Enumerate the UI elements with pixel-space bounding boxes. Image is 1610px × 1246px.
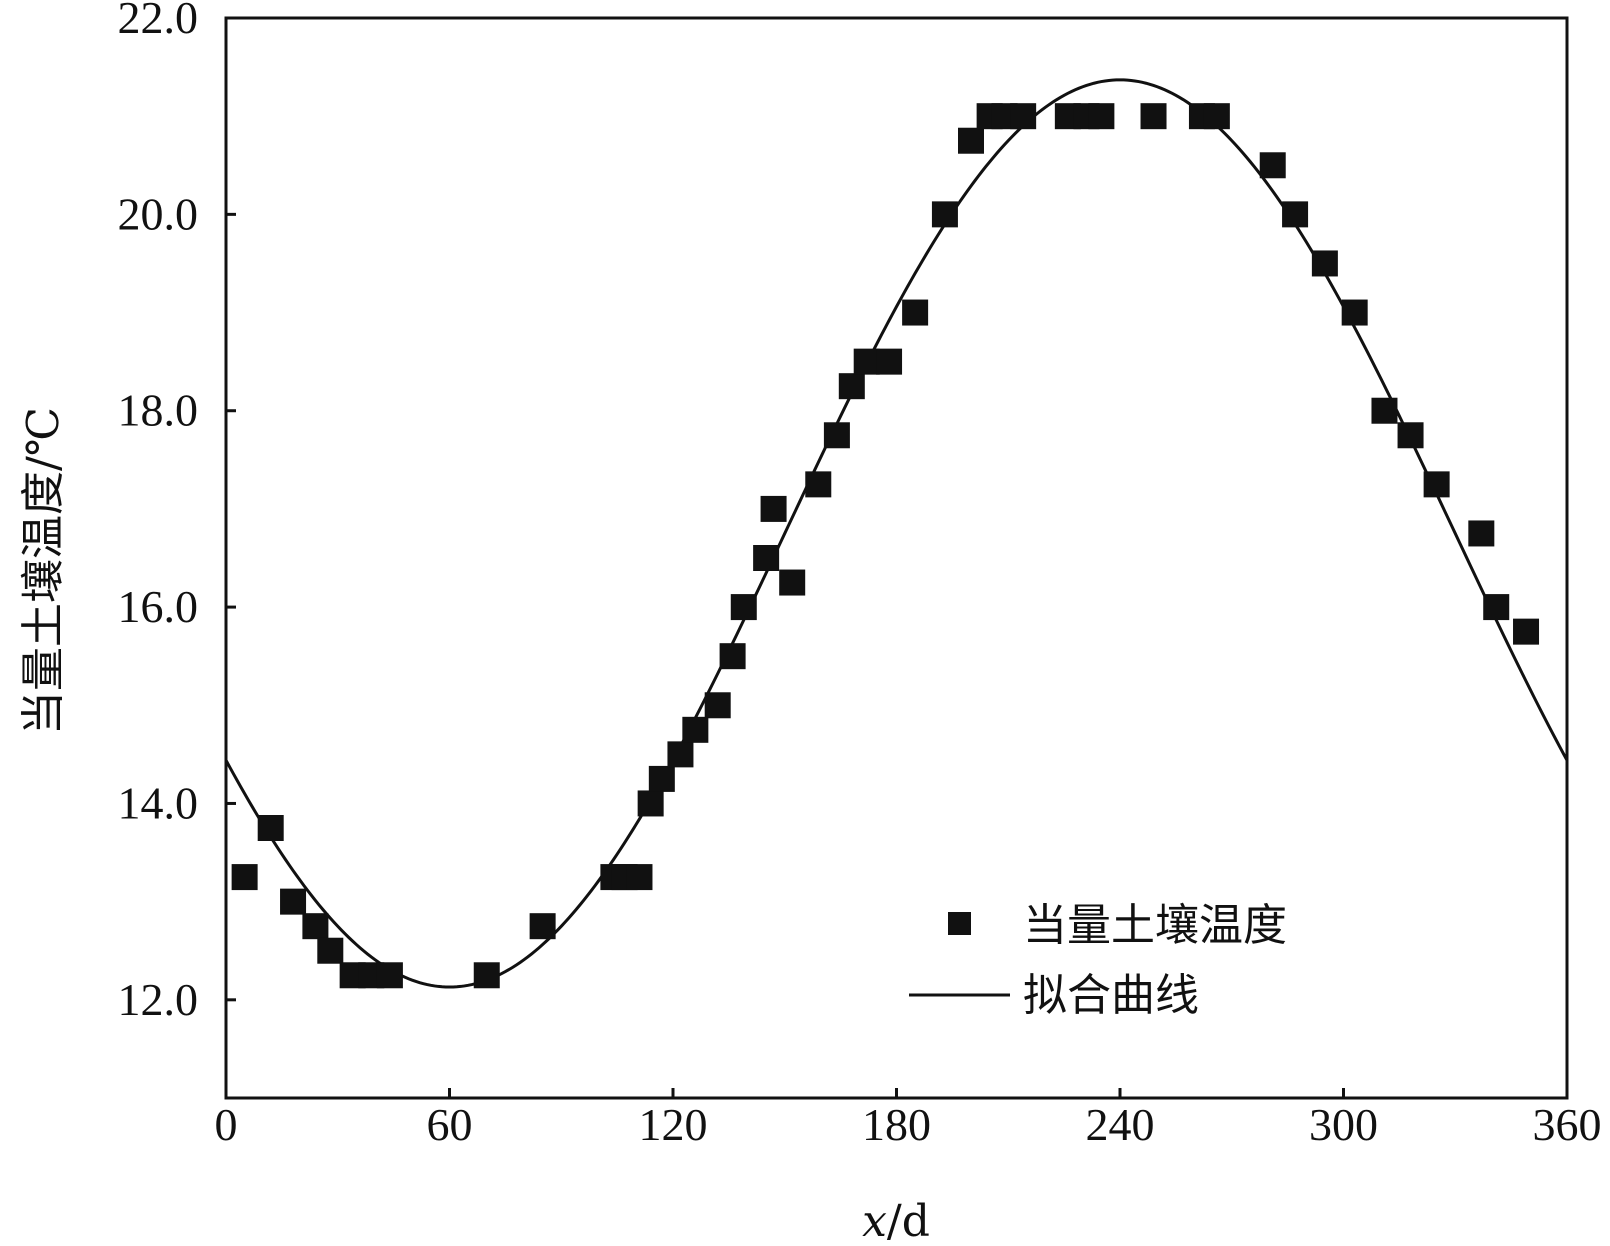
data-point [1423, 471, 1450, 498]
fit-curve [224, 78, 1569, 989]
x-tick-label: 180 [862, 1099, 931, 1150]
legend-marker-square [948, 912, 971, 935]
data-point [1140, 103, 1167, 130]
axis-ticks [224, 16, 1569, 1098]
data-point [1203, 103, 1230, 130]
x-axis-unit: /d [887, 1196, 930, 1246]
data-point [753, 545, 780, 571]
data-point [302, 913, 329, 940]
data-point [1259, 152, 1286, 179]
data-point [1341, 299, 1368, 326]
y-axis-title: 当量土壤温度/℃ [18, 407, 69, 735]
legend: 当量土壤温度 拟合曲线 [909, 900, 1287, 1021]
data-point [931, 201, 958, 228]
data-point [280, 888, 307, 915]
data-point [376, 962, 403, 989]
data-point [838, 373, 865, 400]
x-tick-label: 240 [1086, 1099, 1155, 1150]
data-point [958, 127, 984, 154]
data-points [231, 103, 1540, 989]
data-point [760, 495, 787, 522]
y-tick-label: 16.0 [118, 581, 199, 632]
data-point [1468, 520, 1495, 547]
data-point [902, 299, 929, 326]
data-point [473, 962, 500, 989]
x-tick-label: 120 [639, 1099, 708, 1150]
x-tick-label: 0 [215, 1099, 238, 1150]
data-point [667, 741, 694, 768]
legend-label-line: 拟合曲线 [1023, 970, 1199, 1021]
data-point [626, 864, 653, 891]
data-point [231, 864, 258, 891]
data-point [257, 815, 284, 841]
data-point [823, 422, 850, 449]
data-point [704, 692, 731, 719]
data-point [1513, 618, 1540, 645]
data-point [1483, 594, 1510, 621]
data-point [637, 790, 664, 817]
y-tick-labels: 12.0 14.0 16.0 18.0 20.0 22.0 [118, 0, 199, 1025]
data-point [876, 348, 903, 375]
data-point [730, 594, 757, 621]
x-tick-label: 300 [1309, 1099, 1378, 1150]
data-point [719, 643, 746, 670]
x-tick-labels: 0 60 120 180 240 300 360 [215, 1099, 1602, 1150]
x-axis-title: x/d [862, 1196, 930, 1246]
y-tick-label: 20.0 [118, 188, 199, 239]
data-point [1282, 201, 1309, 228]
x-tick-label: 360 [1533, 1099, 1602, 1150]
data-point [779, 569, 806, 596]
data-point [648, 765, 675, 792]
x-tick-label: 60 [427, 1099, 473, 1150]
data-point [1311, 250, 1338, 277]
x-axis-variable: x [862, 1196, 887, 1246]
data-point [1010, 103, 1037, 130]
plot-frame [224, 16, 1569, 1100]
data-point [317, 937, 344, 964]
data-point [682, 716, 709, 743]
data-point [1397, 422, 1424, 449]
data-point [529, 913, 556, 940]
data-point [853, 348, 880, 375]
data-point [1088, 103, 1115, 130]
data-point [1371, 397, 1398, 424]
y-tick-label: 22.0 [118, 0, 199, 43]
y-tick-label: 12.0 [118, 974, 199, 1025]
data-point [805, 471, 832, 498]
y-tick-label: 18.0 [118, 385, 199, 436]
y-tick-label: 14.0 [118, 777, 199, 828]
legend-label-scatter: 当量土壤温度 [1023, 900, 1287, 951]
